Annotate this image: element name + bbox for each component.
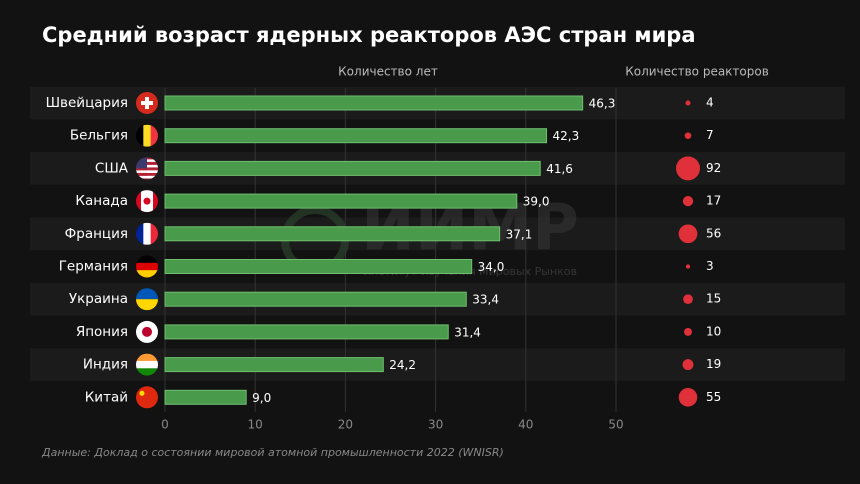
bubble <box>685 264 691 269</box>
flag-stripe <box>136 270 158 278</box>
bar <box>164 324 449 340</box>
bubble-label: 10 <box>706 324 721 338</box>
flag <box>136 288 158 311</box>
source: Данные: Доклад о состоянии мировой атомн… <box>41 446 504 459</box>
flag-stripe <box>136 360 158 369</box>
flag <box>136 124 158 147</box>
x-tick-label: 40 <box>518 418 533 432</box>
x-tick-label: 20 <box>338 418 353 432</box>
flag-base <box>136 386 158 409</box>
x-tick-label: 10 <box>248 418 263 432</box>
bubble-label: 55 <box>706 390 721 404</box>
flag-stripe <box>136 288 158 300</box>
bar <box>164 193 518 209</box>
x-tick-label: 0 <box>161 418 169 432</box>
bubble <box>685 100 691 106</box>
value-label: 41,6 <box>546 162 573 176</box>
axis-header: Количество лет <box>338 65 438 79</box>
x-tick-label: 30 <box>428 418 443 432</box>
flag <box>136 353 158 376</box>
value-label: 37,1 <box>506 227 533 241</box>
bar <box>164 160 541 176</box>
bubble <box>684 132 692 140</box>
flag-stripe <box>136 175 158 179</box>
bubble <box>683 294 693 305</box>
value-label: 42,3 <box>553 129 580 143</box>
y-tick-label: Канада <box>75 193 128 209</box>
bubble-label: 19 <box>706 357 721 371</box>
flag-stripe <box>136 262 158 271</box>
flag-cross <box>141 101 153 105</box>
y-tick-label: Швейцария <box>46 95 128 111</box>
flag <box>136 157 158 180</box>
value-label: 9,0 <box>252 391 271 405</box>
bar <box>164 389 247 405</box>
bubble-label: 7 <box>706 128 714 142</box>
y-tick-label: Япония <box>76 324 128 340</box>
flag-stripe <box>143 124 152 147</box>
bubble-header: Количество реакторов <box>625 65 769 79</box>
flag-stripe <box>136 353 158 362</box>
flag <box>136 190 158 213</box>
bubble-label: 17 <box>706 194 721 208</box>
bubble <box>678 388 698 407</box>
value-label: 31,4 <box>454 325 481 339</box>
bar <box>164 357 384 373</box>
bubble-label: 3 <box>706 259 714 273</box>
bubble <box>682 195 694 207</box>
value-label: 24,2 <box>389 358 416 372</box>
flag-canton <box>136 157 147 169</box>
value-label: 39,0 <box>523 195 550 209</box>
flag <box>136 222 158 245</box>
y-tick-label: Украина <box>69 291 128 307</box>
flag-stripe <box>136 368 158 376</box>
bubble <box>682 359 694 371</box>
flag-sun <box>142 326 152 337</box>
flag-stripe <box>136 124 144 147</box>
value-label: 33,4 <box>472 293 499 307</box>
flag-stripe <box>147 164 158 168</box>
bar <box>164 128 548 144</box>
bubble-label: 15 <box>706 292 721 306</box>
flag-stripe <box>136 170 158 173</box>
bubble-label: 92 <box>706 161 721 175</box>
x-tick-label: 50 <box>608 418 623 432</box>
flag-stripe <box>143 222 152 245</box>
flag <box>136 320 158 343</box>
bubble-label: 56 <box>706 226 721 240</box>
bubble <box>676 156 700 181</box>
y-tick-label: Китай <box>85 389 128 405</box>
bar <box>164 291 467 307</box>
flag-leaf <box>143 197 151 205</box>
chart-title: Средний возраст ядерных реакторов АЭС ст… <box>42 23 696 47</box>
flag-stripe <box>136 222 144 245</box>
flag-star <box>139 390 145 396</box>
y-tick-label: США <box>95 160 129 176</box>
bar <box>164 95 584 111</box>
flag <box>136 92 158 114</box>
value-label: 34,0 <box>478 260 505 274</box>
y-tick-label: Германия <box>59 259 128 275</box>
flag-stripe <box>136 299 158 311</box>
y-tick-label: Бельгия <box>70 128 128 144</box>
bubble-label: 4 <box>706 96 714 110</box>
bar <box>164 259 473 274</box>
bar <box>164 226 501 242</box>
y-tick-label: Франция <box>65 226 128 242</box>
y-tick-label: Индия <box>83 357 128 373</box>
flag-stripe <box>147 159 158 162</box>
bubble <box>678 224 698 244</box>
bubble <box>684 327 692 336</box>
flag-stripe <box>150 222 158 245</box>
flag-stripe <box>150 124 158 147</box>
flag <box>136 386 158 409</box>
value-label: 46,3 <box>589 97 616 111</box>
flag-stripe <box>136 255 158 264</box>
flag <box>136 255 158 278</box>
